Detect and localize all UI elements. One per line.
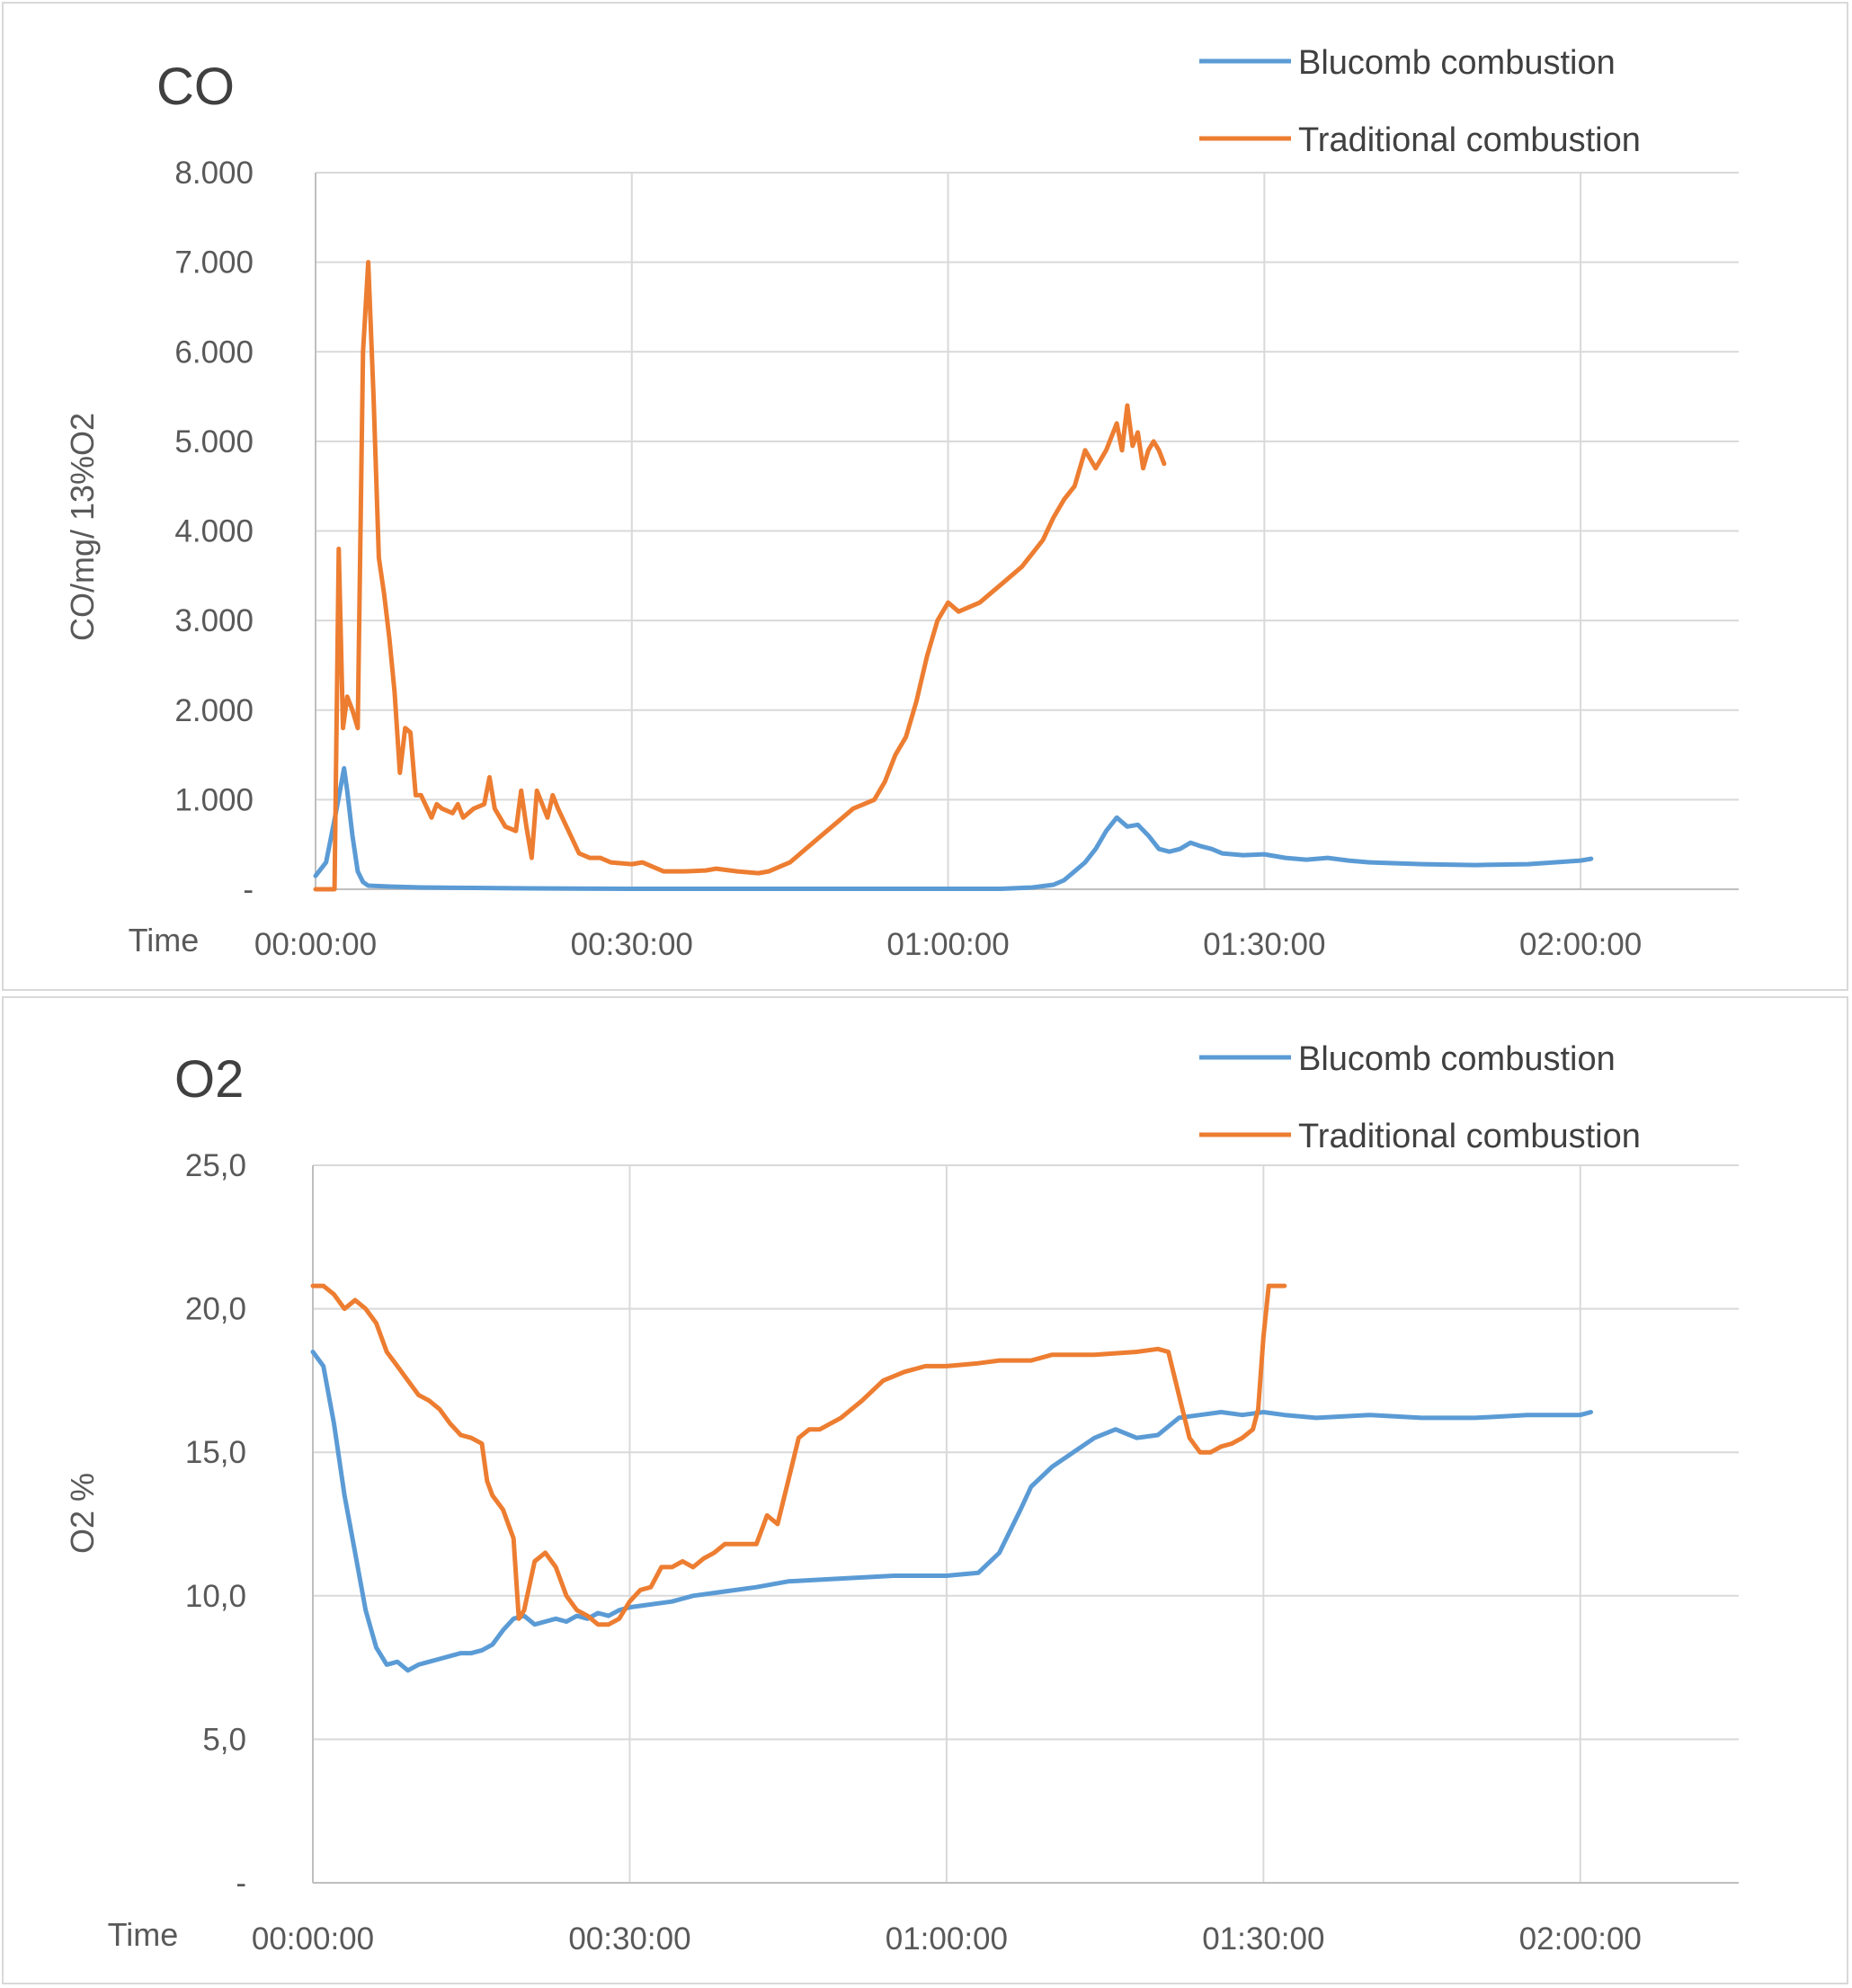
o2-x-tick-label: 01:00:00 [886, 1921, 1008, 1957]
co-y-tick-label: 6.000 [174, 334, 254, 370]
o2-chart: - 5,0 10,0 15,0 20,0 25,0 00:00:00 00:30:00 01:… [64, 1040, 1739, 1957]
o2-x-tick-label: 01:30:00 [1202, 1921, 1324, 1957]
co-y-tick-label: 2.000 [174, 693, 254, 728]
co-x-axis-label: Time [129, 922, 200, 958]
co-x-tick-label: 01:30:00 [1203, 927, 1325, 962]
co-x-tick-label: 01:00:00 [886, 927, 1009, 962]
co-series-blucomb-line [313, 766, 1594, 891]
o2-chart-panel: - 5,0 10,0 15,0 20,0 25,0 00:00:00 00:30:00 01:… [2, 996, 1848, 1984]
o2-x-tick-label: 00:00:00 [252, 1921, 374, 1957]
co-legend-traditional-label: Traditional combustion [1298, 121, 1641, 159]
co-legend: Blucomb combustion Traditional combustio… [1199, 44, 1641, 159]
o2-series-blucomb-line [310, 1350, 1593, 1673]
o2-y-tick-label: 20,0 [185, 1292, 246, 1327]
o2-chart-title: O2 [174, 1050, 244, 1109]
co-y-tick-label: - [243, 872, 254, 907]
o2-y-ticks: - 5,0 10,0 15,0 20,0 25,0 [185, 1148, 246, 1901]
o2-y-axis-label: O2 % [64, 1473, 101, 1554]
co-series-traditional-line [313, 260, 1167, 892]
co-chart-title: CO [156, 58, 235, 116]
o2-axes [312, 1165, 1739, 1884]
co-y-tick-label: 8.000 [174, 156, 254, 191]
co-chart-panel: - 1.000 2.000 3.000 4.000 5.000 6.000 7.000 8.00… [2, 2, 1848, 991]
o2-y-tick-label: 15,0 [185, 1435, 246, 1470]
o2-grid [313, 1164, 1739, 1883]
co-y-tick-label: 5.000 [174, 424, 254, 459]
o2-series-traditional-line [310, 1283, 1287, 1627]
o2-legend-blucomb-label: Blucomb combustion [1298, 1040, 1616, 1078]
co-y-axis-label: CO/mg/ 13%O2 [64, 413, 101, 641]
o2-y-tick-label: 5,0 [202, 1722, 246, 1757]
o2-y-tick-label: - [236, 1866, 246, 1901]
o2-x-tick-label: 00:30:00 [568, 1921, 690, 1957]
co-chart: - 1.000 2.000 3.000 4.000 5.000 6.000 7.000 8.00… [64, 44, 1739, 962]
o2-x-ticks: 00:00:00 00:30:00 01:00:00 01:30:00 02:00:00 [252, 1921, 1642, 1957]
co-x-tick-label: 02:00:00 [1519, 927, 1642, 962]
o2-y-tick-label: 25,0 [185, 1148, 246, 1183]
co-legend-blucomb-label: Blucomb combustion [1298, 44, 1616, 82]
o2-y-tick-label: 10,0 [185, 1579, 246, 1614]
o2-series [310, 1283, 1593, 1673]
co-series [313, 260, 1594, 892]
co-x-tick-label: 00:30:00 [571, 927, 693, 962]
co-y-tick-label: 4.000 [174, 514, 254, 549]
co-x-tick-label: 00:00:00 [254, 927, 377, 962]
co-y-ticks: - 1.000 2.000 3.000 4.000 5.000 6.000 7.000 8.00… [174, 156, 254, 907]
o2-x-axis-label: Time [108, 1916, 179, 1953]
o2-legend: Blucomb combustion Traditional combustio… [1199, 1040, 1641, 1155]
o2-x-tick-label: 02:00:00 [1519, 1921, 1642, 1957]
co-y-tick-label: 3.000 [174, 603, 254, 638]
co-y-tick-label: 1.000 [174, 782, 254, 817]
co-x-ticks: 00:00:00 00:30:00 01:00:00 01:30:00 02:00:00 [254, 927, 1642, 962]
co-grid [316, 172, 1739, 889]
co-y-tick-label: 7.000 [174, 245, 254, 281]
o2-legend-traditional-label: Traditional combustion [1298, 1118, 1641, 1155]
